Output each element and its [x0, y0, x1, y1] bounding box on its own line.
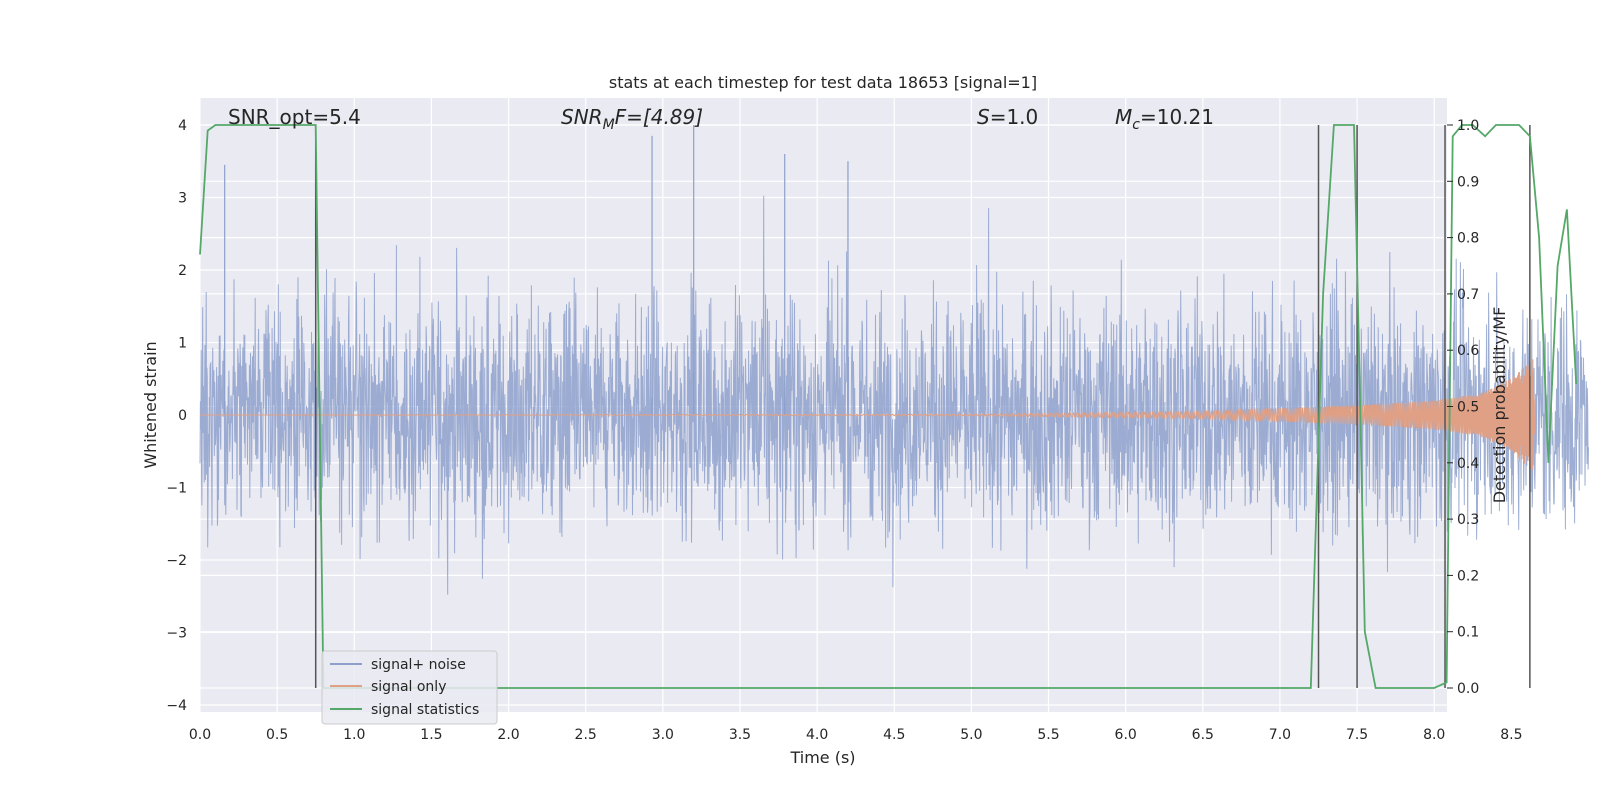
y2-tick-label: 0.0 — [1457, 681, 1479, 697]
y2-tick-label: 0.6 — [1457, 343, 1479, 359]
x-axis-label: Time (s) — [789, 748, 855, 767]
x-tick-label: 8.5 — [1500, 727, 1522, 743]
x-tick-label: 7.0 — [1269, 727, 1291, 743]
y-tick-label: 0 — [178, 408, 187, 424]
x-tick-label: 1.5 — [420, 727, 442, 743]
legend-label-signal-only: signal only — [371, 679, 446, 695]
y-tick-label: −4 — [166, 698, 187, 714]
annotation-snr-mf: SNRMF=[4.89] — [561, 105, 703, 133]
legend-box — [321, 650, 498, 725]
y2-tick-label: 0.5 — [1457, 400, 1479, 416]
y-tick-label: −1 — [166, 481, 187, 497]
y2-tick-label: 0.8 — [1457, 231, 1479, 247]
y2-tick-label: 0.3 — [1457, 512, 1479, 528]
y2-tick-label: 0.9 — [1457, 174, 1479, 190]
x-tick-label: 3.5 — [729, 727, 751, 743]
x-tick-label: 1.0 — [343, 727, 365, 743]
chart-title: stats at each timestep for test data 186… — [609, 73, 1037, 92]
y-tick-label: 4 — [178, 118, 187, 134]
y2-axis-ticks: 1.0 0.9 0.8 0.7 0.6 0.5 0.4 0.3 0.2 0.1 0.0 — [1447, 118, 1479, 697]
x-tick-label: 7.5 — [1346, 727, 1368, 743]
annotation-mc-sub: c — [1132, 117, 1140, 133]
plot-area — [199, 124, 1589, 689]
y2-tick-label: 0.1 — [1457, 625, 1479, 641]
grid-lines — [199, 98, 1512, 712]
x-tick-label: 6.0 — [1115, 727, 1137, 743]
x-tick-label: 4.0 — [806, 727, 828, 743]
annotation-snr-mf-sub: M — [603, 117, 615, 133]
x-tick-label: 2.0 — [497, 727, 519, 743]
annotation-snr-mf-rest: F=[4.89] — [615, 105, 703, 129]
annotation-snr-opt: SNR_opt=5.4 — [228, 105, 361, 129]
x-tick-label: 6.5 — [1192, 727, 1214, 743]
x-tick-label: 5.5 — [1037, 727, 1059, 743]
y2-tick-label: 0.2 — [1457, 568, 1479, 584]
y-tick-label: −2 — [166, 553, 187, 569]
legend-label-signal-noise: signal+ noise — [371, 657, 466, 673]
annotation-mc-main: M — [1115, 105, 1132, 129]
legend: signal+ noise signal only signal statist… — [321, 650, 498, 725]
annotation-s: S=1.0 — [977, 105, 1038, 129]
x-tick-label: 8.0 — [1423, 727, 1445, 743]
x-tick-label: 3.0 — [652, 727, 674, 743]
y2-tick-label: 0.7 — [1457, 287, 1479, 303]
y-tick-label: −3 — [166, 626, 187, 642]
x-tick-label: 0.0 — [189, 727, 211, 743]
y-tick-label: 3 — [178, 191, 187, 207]
y-tick-label: 1 — [178, 336, 187, 352]
annotation-s-rest: =1.0 — [990, 105, 1039, 129]
annotation-mc-rest: =10.21 — [1140, 105, 1214, 129]
annotation-s-main: S — [977, 105, 990, 129]
y2-tick-label: 0.4 — [1457, 456, 1479, 472]
x-tick-label: 2.5 — [575, 727, 597, 743]
x-tick-label: 0.5 — [266, 727, 288, 743]
y-axis-ticks: 4 3 2 1 0 −1 −2 −3 −4 — [166, 118, 187, 714]
annotation-mc: Mc=10.21 — [1115, 105, 1214, 133]
series-signal-statistics — [199, 124, 1578, 689]
annotation-snr-mf-main: SNR — [561, 105, 603, 129]
y-tick-label: 2 — [178, 263, 187, 279]
x-tick-label: 5.0 — [960, 727, 982, 743]
x-tick-label: 4.5 — [883, 727, 905, 743]
legend-label-signal-statistics: signal statistics — [371, 702, 479, 718]
y2-axis-label: Detection probability/MF — [1490, 307, 1509, 504]
series-signal-only — [200, 359, 1535, 471]
y-axis-label: Whitened strain — [141, 341, 160, 468]
y2-tick-label: 1.0 — [1457, 118, 1479, 134]
x-axis-ticks: 0.0 0.5 1.0 1.5 2.0 2.5 3.0 3.5 4.0 4.5 5.0 5.5 6.0 6… — [189, 727, 1523, 743]
